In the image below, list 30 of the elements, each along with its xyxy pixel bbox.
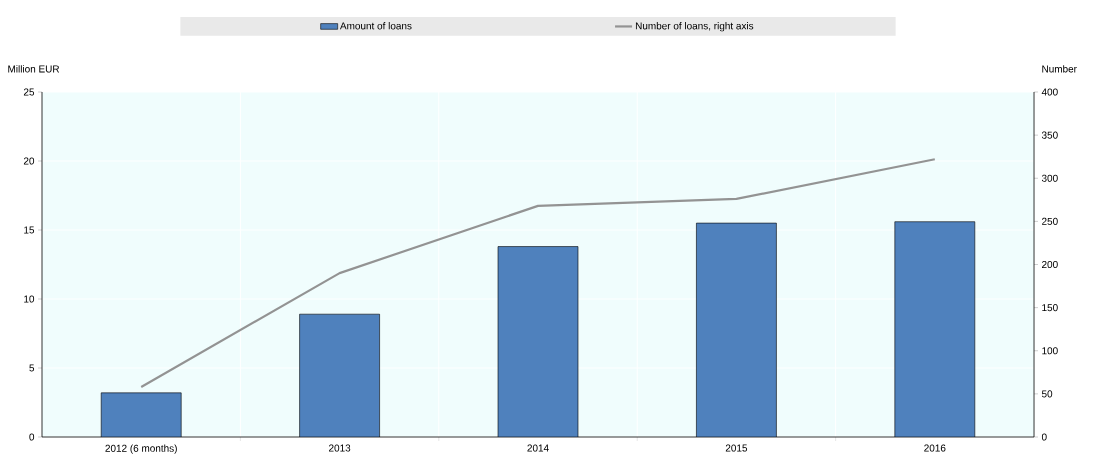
x-tick-label: 2014: [527, 444, 549, 452]
y2-axis-title: Number: [1042, 65, 1077, 73]
y-tick-label: 25: [23, 88, 35, 96]
y-tick-label: 0: [29, 433, 35, 441]
y-tick-label: 15: [24, 226, 35, 234]
legend-label: Number of loans, right axis: [635, 22, 754, 32]
y2-tick-label: 100: [1042, 347, 1058, 355]
y-tick-label: 10: [24, 295, 35, 303]
bar: [696, 222, 777, 437]
y2-tick-label: 350: [1041, 131, 1058, 139]
y2-tick-label: 250: [1042, 217, 1058, 225]
y-tick-label: 5: [29, 364, 35, 372]
y2-tick-label: 50: [1041, 390, 1053, 398]
x-tick-label: 2012 (6 months): [105, 444, 177, 454]
x-tick-label: 2015: [725, 444, 748, 452]
y-tick-label: 20: [23, 157, 35, 165]
legend-label: Amount of loans: [339, 22, 412, 30]
y2-tick-label: 0: [1041, 433, 1047, 441]
y2-tick-label: 150: [1042, 304, 1058, 312]
bar: [894, 221, 976, 437]
bar: [100, 392, 182, 437]
x-tick-label: 2013: [329, 444, 351, 452]
bar: [497, 246, 579, 437]
y2-tick-label: 300: [1041, 174, 1058, 182]
y2-tick-label: 200: [1042, 260, 1058, 269]
bar: [299, 313, 380, 437]
y-axis-title: Million EUR: [8, 65, 60, 73]
y2-tick-label: 400: [1041, 88, 1058, 96]
x-tick-label: 2016: [924, 444, 946, 452]
line-series: [140, 158, 936, 389]
